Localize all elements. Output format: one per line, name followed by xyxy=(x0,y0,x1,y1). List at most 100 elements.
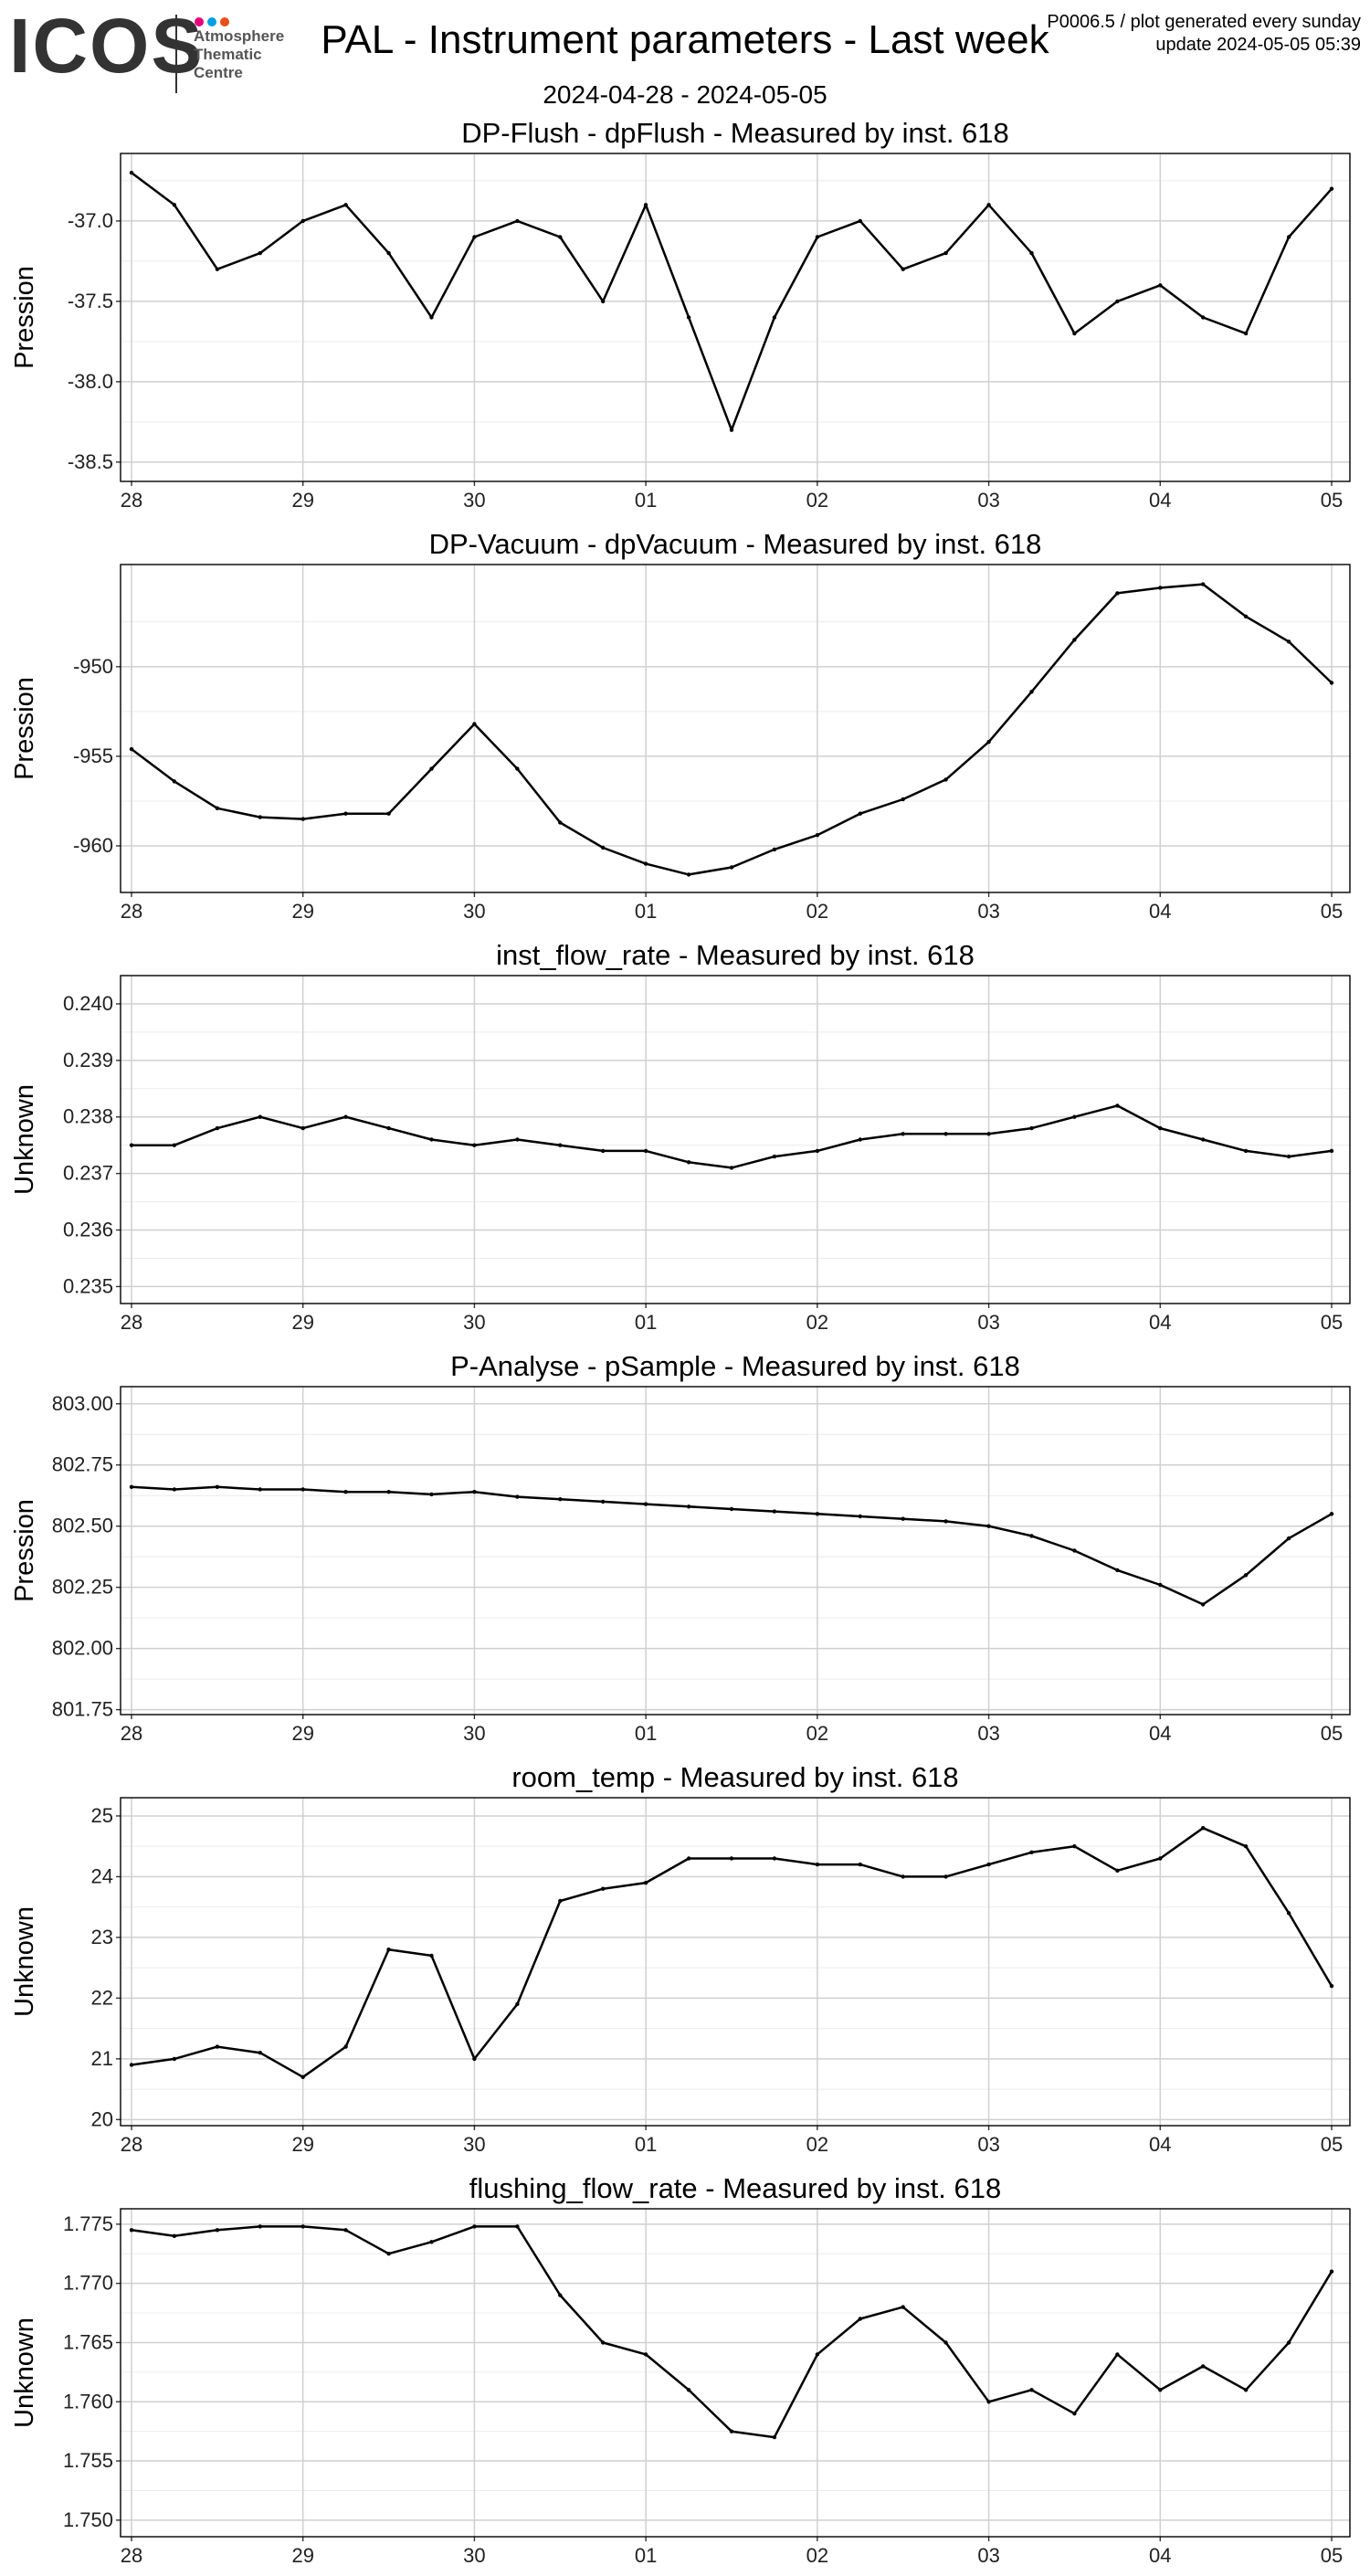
data-point xyxy=(515,2224,520,2229)
data-point xyxy=(729,2429,734,2433)
data-point xyxy=(686,1504,691,1509)
update-timestamp: update 2024-05-05 05:39 xyxy=(1155,35,1361,55)
data-point xyxy=(558,820,563,825)
data-point xyxy=(1115,2352,1120,2357)
data-point xyxy=(815,1862,820,1867)
y-tick-label: 802.75 xyxy=(52,1453,113,1476)
data-point xyxy=(772,1856,777,1861)
data-point xyxy=(1072,1114,1077,1119)
data-point xyxy=(1115,1568,1120,1573)
y-tick-label: 0.237 xyxy=(63,1162,113,1185)
chart-panel: room_temp - Measured by inst. 618 Unknown… xyxy=(10,1761,1351,2156)
x-tick-label: 28 xyxy=(121,1722,142,1745)
data-point xyxy=(1201,1137,1206,1142)
data-point xyxy=(643,861,648,866)
logo-subtitle-line: Atmosphere xyxy=(194,27,285,45)
data-point xyxy=(1201,1826,1206,1831)
y-axis-title: Pression xyxy=(10,266,39,369)
x-tick-label: 04 xyxy=(1149,2544,1171,2567)
data-point xyxy=(1201,1602,1206,1607)
x-tick-label: 02 xyxy=(806,489,828,512)
x-tick-label: 28 xyxy=(121,489,142,512)
x-tick-label: 02 xyxy=(806,2133,828,2156)
data-point xyxy=(943,1874,948,1879)
y-axis-title: Pression xyxy=(10,1499,39,1602)
generation-note: P0006.5 / plot generated every sunday xyxy=(1047,12,1361,32)
data-point xyxy=(215,2228,220,2233)
x-tick-label: 05 xyxy=(1321,2133,1343,2156)
x-tick-label: 05 xyxy=(1321,2544,1343,2567)
logo-dot xyxy=(195,17,204,26)
y-tick-label: -38.5 xyxy=(68,450,113,473)
data-point xyxy=(1286,1911,1291,1916)
y-tick-label: 1.770 xyxy=(63,2272,113,2295)
data-point xyxy=(986,740,991,744)
data-point xyxy=(1029,1850,1034,1855)
data-point xyxy=(1029,690,1034,694)
data-point xyxy=(643,203,648,207)
data-point xyxy=(686,1160,691,1165)
x-tick-label: 04 xyxy=(1149,2133,1171,2156)
x-tick-label: 29 xyxy=(291,2544,313,2567)
data-point xyxy=(601,1886,606,1891)
data-point xyxy=(1329,1148,1334,1154)
y-tick-label: 1.765 xyxy=(63,2330,113,2353)
data-point xyxy=(215,2044,220,2049)
data-point xyxy=(943,250,948,256)
x-tick-label: 01 xyxy=(635,1311,657,1334)
data-point xyxy=(772,315,777,320)
x-tick-label: 04 xyxy=(1149,1311,1171,1334)
data-point xyxy=(1329,186,1334,191)
chart-panel: DP-Flush - dpFlush - Measured by inst. 6… xyxy=(10,117,1351,512)
data-point xyxy=(429,1137,434,1142)
logo-dots xyxy=(195,15,233,26)
data-point xyxy=(1158,1582,1163,1588)
x-tick-label: 05 xyxy=(1321,1311,1343,1334)
data-point xyxy=(1329,681,1334,685)
x-tick-label: 28 xyxy=(121,900,142,923)
data-point xyxy=(1115,299,1120,304)
data-point xyxy=(1243,614,1249,619)
x-tick-label: 30 xyxy=(463,1311,485,1334)
data-point xyxy=(943,777,948,782)
data-point xyxy=(515,218,520,224)
data-point xyxy=(558,1898,563,1904)
x-tick-label: 04 xyxy=(1149,900,1171,923)
series-line xyxy=(131,583,1333,876)
data-point xyxy=(129,1143,134,1147)
data-point xyxy=(472,235,477,239)
data-point xyxy=(986,1524,991,1528)
data-point xyxy=(558,1143,563,1147)
data-point xyxy=(601,1148,606,1154)
generation-info: P0006.5 / plot generated every sunday up… xyxy=(1047,11,1361,57)
data-point xyxy=(1115,1103,1120,1108)
data-point xyxy=(815,2352,820,2357)
data-point xyxy=(1072,2412,1077,2416)
data-point xyxy=(1029,1125,1034,1131)
data-point xyxy=(1243,1148,1249,1154)
data-point xyxy=(472,1143,477,1147)
chart-panel: flushing_flow_rate - Measured by inst. 6… xyxy=(10,2172,1351,2567)
data-point xyxy=(772,2434,777,2440)
data-point xyxy=(558,235,563,239)
data-point xyxy=(1158,1856,1163,1861)
series-line xyxy=(131,2225,1333,2439)
data-point xyxy=(901,2305,905,2309)
header: ICOS Atmosphere Thematic Centre PAL - In… xyxy=(0,0,1370,119)
data-point xyxy=(472,2224,477,2229)
data-point xyxy=(300,218,305,224)
chart-panel: DP-Vacuum - dpVacuum - Measured by inst.… xyxy=(10,528,1351,923)
logo-subtitle-line: Thematic xyxy=(194,46,262,63)
y-tick-label: -955 xyxy=(73,744,113,767)
x-tick-label: 03 xyxy=(977,489,999,512)
x-tick-label: 28 xyxy=(121,2133,142,2156)
y-axis-title: Pression xyxy=(10,677,39,780)
chart-title: P-Analyse - pSample - Measured by inst. … xyxy=(450,1350,1020,1382)
data-point xyxy=(858,1514,862,1519)
data-point xyxy=(258,1487,262,1492)
data-point xyxy=(129,170,134,175)
y-tick-label: 1.750 xyxy=(63,2508,113,2531)
data-point xyxy=(300,2224,305,2229)
x-tick-label: 30 xyxy=(463,2544,485,2567)
data-point xyxy=(1201,582,1206,586)
